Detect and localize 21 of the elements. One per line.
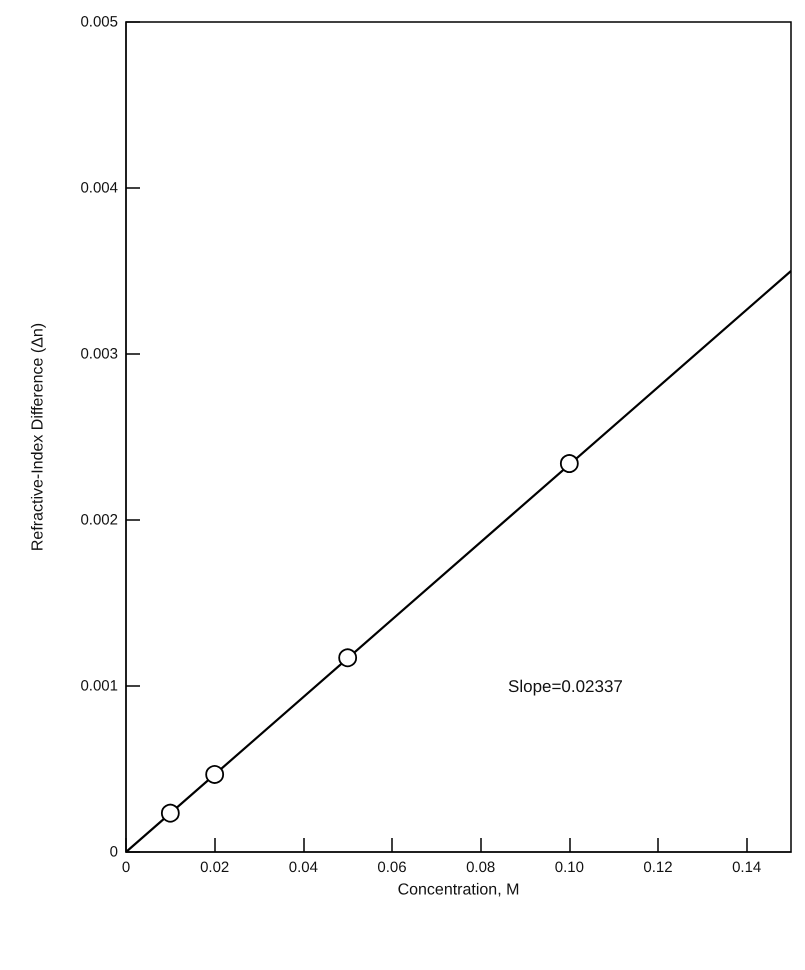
y-tick-label: 0.002 <box>80 512 118 528</box>
x-tick-label: 0.02 <box>200 859 230 876</box>
y-tick-label: 0.004 <box>80 180 118 196</box>
point <box>338 648 358 668</box>
x-tick-label: 0 <box>122 859 130 876</box>
y-tick-label: 0 <box>110 844 118 860</box>
x-tick-label: 0.14 <box>732 859 762 876</box>
x-axis-title: Concentration, M <box>398 882 520 898</box>
point <box>205 765 224 784</box>
x-tick-label: 0.10 <box>554 859 584 876</box>
point <box>560 454 579 473</box>
x-tick-label: 0.12 <box>643 859 673 876</box>
x-tick-label: 0.06 <box>377 859 407 876</box>
y-tick-label: 0.003 <box>80 346 118 362</box>
annotation: Slope=0.02337 <box>508 677 623 696</box>
y-axis-title: Refractive-Index Difference (Δn) <box>30 322 46 552</box>
x-tick-label: 0.08 <box>466 859 496 876</box>
y-tick-label: 0.005 <box>80 14 118 30</box>
point <box>160 804 180 823</box>
y-tick-label: 0.001 <box>80 678 118 694</box>
x-tick-label: 0.04 <box>288 859 318 876</box>
